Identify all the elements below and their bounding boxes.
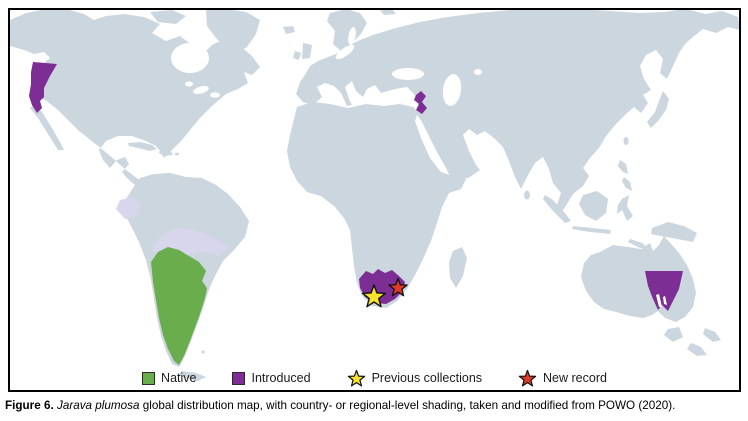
landmass-sulawesi: [617, 195, 633, 221]
baltic-sea: [335, 44, 355, 60]
persian-gulf: [464, 134, 478, 146]
legend-item-new-record: New record: [518, 369, 607, 387]
landmass-java: [572, 226, 611, 234]
legend-label-new-record: New record: [543, 370, 607, 385]
world-distribution-map: [10, 10, 739, 381]
landmass-hispaniola: [159, 150, 173, 156]
gulf-of-bothnia: [348, 27, 356, 45]
landmass-eurasia: [296, 10, 739, 213]
landmass-ireland: [293, 51, 301, 60]
region-california-introduced: [29, 62, 57, 113]
region-israel-introduced: [414, 91, 427, 114]
hudson-bay-mouth: [190, 31, 204, 49]
new-record-star-icon: [518, 369, 537, 387]
caption-species-name: Jarava plumosa: [56, 399, 140, 412]
landmass-philippines-south: [622, 177, 632, 191]
landmass-falklands: [201, 350, 205, 354]
region-argentina-native: [151, 247, 207, 365]
landmass-japan: [647, 91, 669, 128]
landmass-cuba: [128, 142, 157, 151]
landmass-scandinavia: [327, 10, 367, 51]
landmass-iceland: [283, 26, 295, 34]
landmass-timor: [628, 239, 648, 248]
great-lakes-3: [185, 81, 193, 87]
landmass-madagascar: [449, 247, 467, 288]
landmass-philippines-north: [618, 160, 628, 174]
legend-item-introduced: Introduced: [232, 370, 311, 385]
legend-label-introduced: Introduced: [251, 370, 311, 385]
landmass-arctic-islands-2: [120, 22, 146, 32]
native-swatch-icon: [142, 371, 156, 385]
landmass-great-britain: [302, 43, 312, 59]
legend-item-native: Native: [142, 370, 197, 385]
marker-new-record-star: [388, 277, 408, 297]
marker-previous-collections-star: [361, 284, 387, 308]
landmass-greenland: [206, 10, 260, 54]
region-peru-shaded: [116, 197, 141, 219]
caption-figure-label: Figure 6.: [5, 399, 54, 412]
landmass-sri-lanka: [524, 190, 530, 200]
landmass-taiwan: [623, 137, 629, 145]
landmass-arctic-islands: [150, 10, 186, 24]
landmass-svalbard: [380, 10, 396, 15]
landmass-borneo: [579, 191, 608, 221]
landmasses: [10, 10, 739, 381]
landmass-tierra-del-fuego: [178, 371, 206, 381]
landmass-africa: [287, 102, 466, 308]
landmass-baja: [30, 104, 64, 150]
aral-sea: [474, 69, 482, 75]
landmass-new-guinea: [651, 222, 697, 242]
introduced-swatch-icon: [232, 371, 246, 385]
landmass-new-zealand-south: [687, 343, 707, 356]
previous-collections-star-icon: [347, 369, 365, 387]
landmass-puerto-rico: [174, 152, 180, 156]
landmass-tasmania: [664, 327, 683, 342]
landmass-sumatra: [543, 195, 571, 223]
great-lakes-2: [210, 92, 220, 98]
region-south-australia-introduced: [645, 271, 683, 311]
black-sea: [392, 68, 424, 80]
landmass-new-zealand-north: [703, 328, 721, 342]
legend-label-previous-collections: Previous collections: [371, 370, 483, 385]
inland-water: [171, 27, 482, 146]
legend-item-previous-collections: Previous collections: [347, 369, 482, 387]
gulf-slit-2: [663, 296, 667, 305]
spencer-gulf-slits: [656, 294, 667, 307]
great-lakes-1: [193, 86, 209, 94]
map-legend: Native Introduced Previous collections N…: [10, 369, 739, 387]
world-map-frame: Native Introduced Previous collections N…: [8, 8, 741, 392]
figure-caption: Figure 6. Jarava plumosa global distribu…: [5, 399, 745, 412]
gulf-slit-1: [656, 294, 662, 307]
hudson-bay: [171, 43, 209, 73]
caspian-sea: [442, 74, 462, 106]
legend-label-native: Native: [161, 370, 197, 385]
caption-text: global distribution map, with country- o…: [142, 399, 676, 412]
